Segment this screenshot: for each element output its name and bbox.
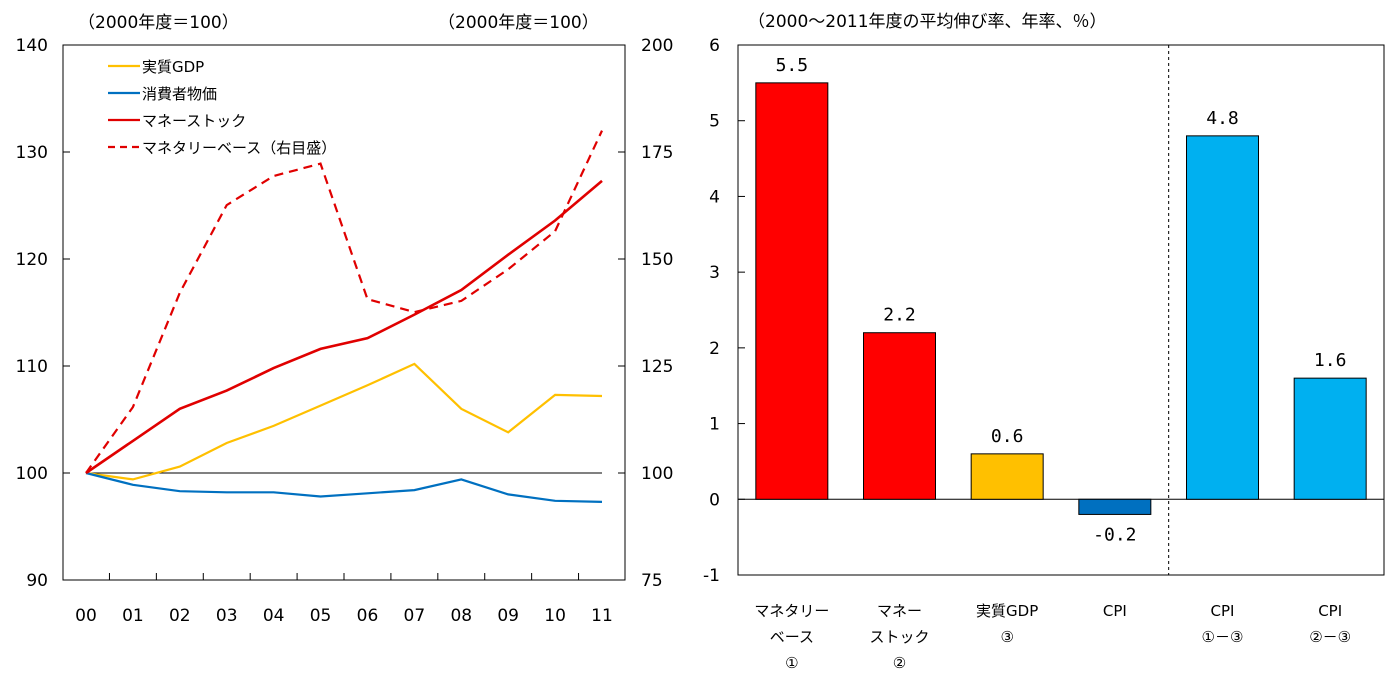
series-line-1 [85,471,603,503]
bar-category-label: ストック [869,628,929,646]
series-lines [85,130,603,503]
right-tick-label: 100 [641,464,673,484]
bar-category-label: ベース [770,628,814,646]
left-line-chart: （2000年度＝100） （2000年度＝100） 90 100 110 120 130… [16,13,674,626]
x-tick-label: 02 [169,606,191,626]
bar-plot-frame [737,44,1385,576]
series-line-3 [85,130,603,474]
bar-2 [970,453,1044,500]
bar-category-label: マネー [877,602,922,620]
bar-category-label: マネタリー [754,602,829,620]
bar-category-label: ① [785,654,798,672]
x-tick-label: 07 [404,606,426,626]
x-tick-label: 03 [216,606,238,626]
right-tick-label: 125 [641,357,673,377]
left-tick-label: 140 [16,36,48,56]
left-tick-label: 100 [16,464,48,484]
bar-value-label: 5.5 [776,55,809,76]
bar-y-tick-label: 1 [709,415,720,435]
bar-category-label: CPI [1211,602,1235,620]
bar-category-label: CPI [1103,602,1127,620]
bar-y-tick-label: 6 [709,36,720,56]
legend-label: 実質GDP [142,58,204,76]
x-tick-label: 11 [591,606,613,626]
left-tick-label: 110 [16,357,48,377]
bar-y-axis: -1 0 1 2 3 4 5 6 [703,36,745,586]
bar-category-label: ②－③ [1309,628,1351,646]
bar-y-tick-label: 3 [709,263,720,283]
right-tick-label: 150 [641,250,673,270]
right-tick-label: 175 [641,143,673,163]
x-tick-label: 06 [357,606,379,626]
legend-label: マネタリーベース（右目盛） [142,139,336,157]
bar-chart-title: （2000～2011年度の平均伸び率、年率、％） [748,12,1107,32]
left-tick-label: 130 [16,143,48,163]
x-axis: 00 01 02 03 04 05 06 07 08 09 10 11 [75,573,613,626]
bar-category-label: ② [893,654,906,672]
right-tick-label: 200 [641,36,673,56]
bar-value-label: 2.2 [883,305,916,326]
bar-category-label: ①－③ [1202,628,1244,646]
bar-0 [755,82,829,500]
right-unit-label: （2000年度＝100） [438,13,599,33]
bar-category-label: 実質GDP [976,602,1038,620]
bar-3 [1078,498,1152,515]
series-line-2 [85,179,603,475]
bar-y-tick-label: 0 [709,490,720,510]
x-tick-label: 08 [450,606,472,626]
bar-4 [1186,135,1259,500]
bar-y-tick-label: 2 [709,339,720,359]
right-bar-chart: （2000～2011年度の平均伸び率、年率、％） -1 0 1 2 3 4 5 6 5.5 2.… [703,12,1385,672]
x-tick-label: 10 [544,606,566,626]
right-axis: 75 100 125 150 175 200 [618,36,673,591]
left-axis: 90 100 110 120 130 140 [16,36,70,591]
bar-1 [863,332,936,500]
bar-y-tick-label: 5 [709,112,720,132]
bar-category-label: ③ [1000,628,1013,646]
right-tick-label: 75 [641,571,663,591]
bar-category-label: CPI [1318,602,1342,620]
x-tick-label: 05 [310,606,332,626]
bar-5 [1293,377,1367,500]
bar-y-tick-label: -1 [703,566,720,586]
x-tick-label: 04 [263,606,285,626]
bar-value-label: -0.2 [1093,524,1136,545]
left-tick-label: 120 [16,250,48,270]
bar-value-label: 1.6 [1314,350,1347,371]
x-tick-label: 00 [75,606,97,626]
bar-y-tick-label: 4 [709,187,720,207]
x-tick-label: 01 [122,606,144,626]
bars: 5.5 2.2 0.6 -0.2 4.8 1.6 [755,55,1367,545]
x-tick-label: 09 [497,606,519,626]
bar-categories: マネタリーベース ① マネーストック ② 実質GDP ③ CPI CPI ①－③ CPI ②－③ [754,602,1351,672]
legend-label: マネーストック [142,112,246,130]
bar-value-label: 0.6 [991,426,1024,447]
legend-label: 消費者物価 [142,85,217,103]
series-line-0 [85,362,603,481]
left-tick-label: 90 [26,571,48,591]
bar-value-label: 4.8 [1206,108,1239,129]
left-unit-label: （2000年度＝100） [78,13,239,33]
